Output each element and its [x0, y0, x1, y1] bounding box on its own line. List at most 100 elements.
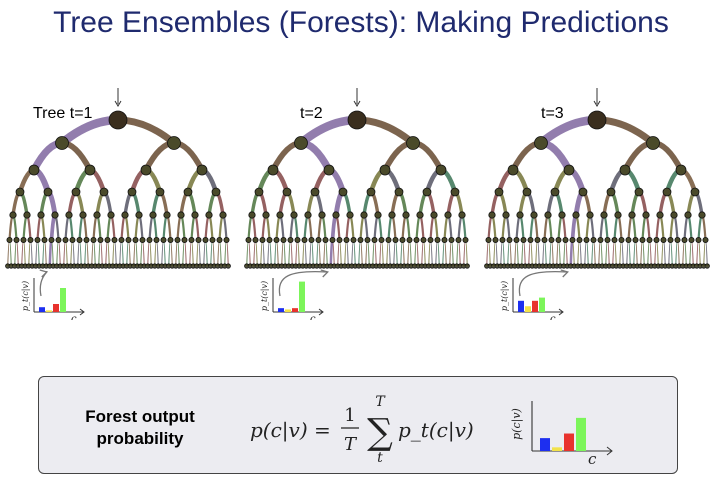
tree-node [266, 236, 273, 243]
tree-edge [490, 213, 497, 242]
tree-leaf [704, 263, 710, 269]
tree-edge [142, 239, 145, 267]
tree-edge [504, 213, 511, 242]
leaf-to-histogram-arrow [278, 270, 327, 297]
tree-node [634, 187, 644, 197]
output-histogram-x-arrowhead [606, 446, 613, 456]
tree-leaf [225, 263, 231, 269]
tree-path-edge [330, 213, 338, 242]
tree-edge [175, 239, 178, 267]
tree-node [583, 236, 590, 243]
tree-node [604, 236, 611, 243]
tree-node [127, 187, 137, 197]
tree-edge [626, 239, 629, 267]
tree-node [34, 236, 41, 243]
tree-edge [379, 239, 382, 267]
tree-node [209, 236, 216, 243]
tree-node [65, 211, 73, 219]
tree-edge [255, 239, 258, 267]
tree-edge [35, 239, 38, 267]
tree-edge [281, 239, 284, 267]
tree-edge [67, 213, 74, 242]
tree-edge [205, 239, 208, 267]
leaf-to-histogram-arrow [518, 270, 567, 297]
tree-edge [633, 239, 636, 267]
tree-edge [386, 239, 389, 267]
tree-edge [390, 213, 397, 242]
tree-edge [84, 239, 87, 267]
tree-node [104, 236, 111, 243]
tree-leaf [464, 263, 470, 269]
tree-node [332, 211, 340, 219]
tree-input-arrowhead [353, 100, 361, 107]
tree-node [163, 211, 171, 219]
tree-edge [523, 239, 526, 267]
tree-edge [161, 239, 164, 267]
tree-edge [204, 213, 211, 242]
tree-edge [372, 239, 375, 267]
leaf-to-histogram-arrowhead [39, 269, 48, 278]
tree-node [555, 236, 562, 243]
tree-edge [591, 239, 594, 267]
tree-edge [182, 239, 185, 267]
tree-edge [365, 239, 368, 267]
tree-node [695, 236, 702, 243]
tree-edge [109, 213, 116, 242]
tree-edge [65, 239, 68, 267]
histogram-bar [285, 309, 291, 312]
tree-node [55, 236, 62, 243]
tree-node [174, 236, 181, 243]
tree-node [155, 187, 165, 197]
tree-edge [156, 239, 159, 267]
tree-edge [278, 213, 285, 242]
tree-edge [42, 239, 45, 267]
tree-edge [359, 213, 366, 242]
tree-node [216, 236, 223, 243]
tree-edge [507, 239, 510, 267]
tree-edge [302, 239, 305, 267]
tree-node [639, 236, 646, 243]
tree-edge [672, 213, 679, 242]
histogram-x-arrowhead [318, 308, 324, 316]
tree-edge [217, 239, 220, 267]
tree-edge [134, 213, 141, 242]
tree-node [494, 187, 504, 197]
tree-edge [515, 213, 522, 242]
tree-node [125, 236, 132, 243]
tree-node [597, 236, 604, 243]
tree-edge [133, 239, 136, 267]
tree-edge [532, 213, 539, 242]
tree-edge [495, 239, 498, 267]
tree-node [499, 236, 506, 243]
tree-edge [697, 213, 704, 242]
tree-node [276, 211, 284, 219]
tree-node [301, 236, 308, 243]
tree-node [48, 236, 55, 243]
tree-edge [137, 213, 144, 242]
tree-node [534, 136, 548, 150]
tree-edge [318, 239, 321, 267]
histogram-bar [39, 307, 45, 312]
tree-edge [303, 213, 310, 242]
tree-edge [663, 239, 666, 267]
tree-node [646, 136, 660, 150]
tree-node [656, 211, 664, 219]
tree-edge [81, 213, 88, 242]
tree-edge [262, 239, 265, 267]
tree-edge [247, 213, 254, 242]
tree-edge [502, 239, 505, 267]
tree-node [51, 211, 59, 219]
histogram-xlabel: c [550, 314, 556, 320]
tree-edge [675, 239, 678, 267]
tree-edge [691, 239, 694, 267]
tree-node [690, 187, 700, 197]
tree-edge [267, 239, 270, 267]
tree-edge [28, 239, 31, 267]
tree-edge [457, 213, 464, 242]
histogram-bar [532, 300, 538, 312]
tree-node [294, 136, 308, 150]
tree-edge [509, 239, 512, 267]
tree-edge [7, 239, 10, 267]
formula-fraction-denominator: T [344, 434, 358, 455]
tree-edge [407, 239, 410, 267]
